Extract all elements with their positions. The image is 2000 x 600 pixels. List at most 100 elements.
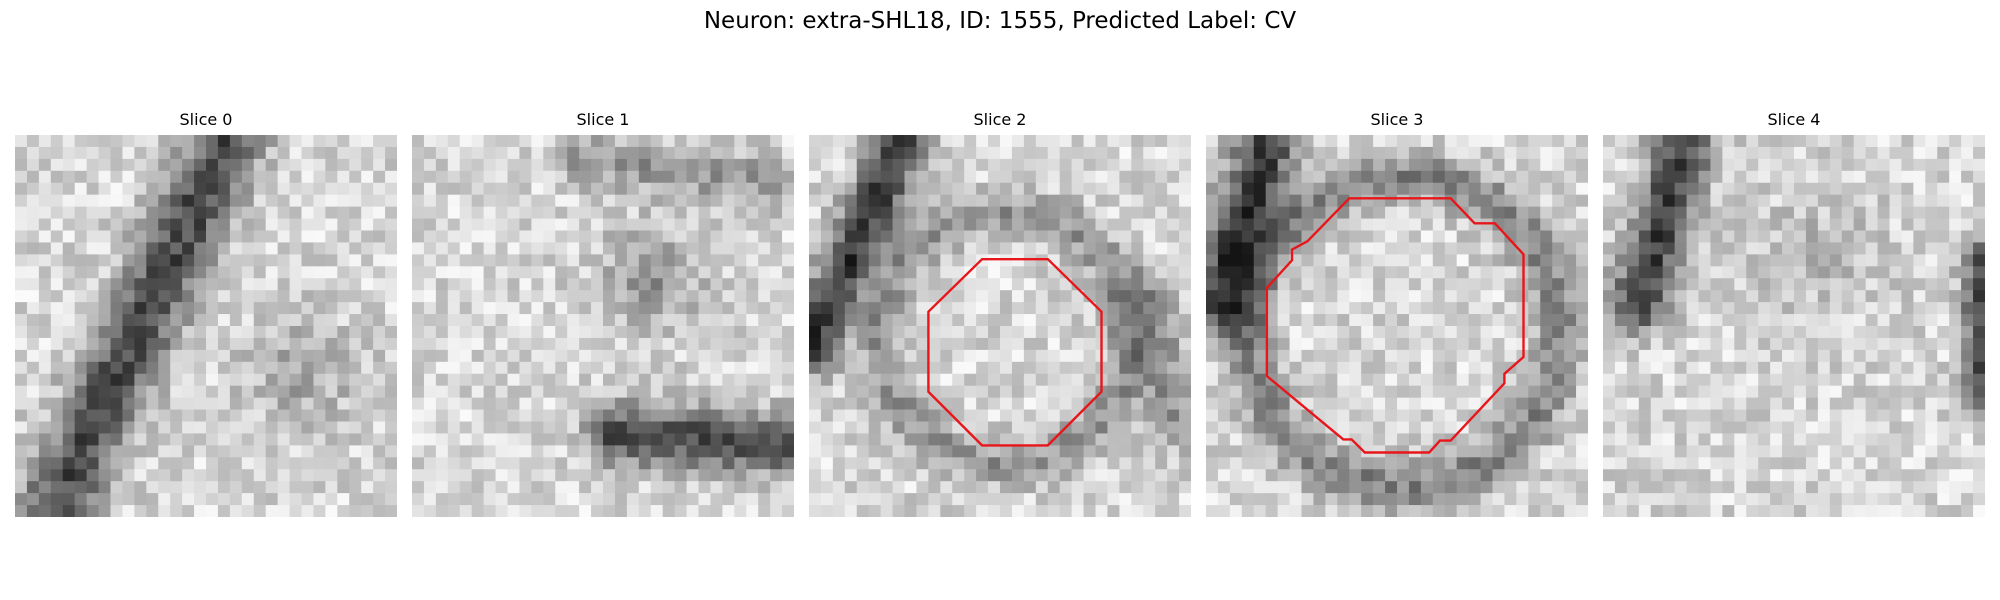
pixel [447,146,461,160]
pixel [62,135,76,148]
pixel [1444,445,1458,458]
pixel [1023,385,1037,399]
pixel [361,135,374,148]
pixel [325,326,338,339]
pixel [50,230,64,243]
pixel [146,397,159,411]
pixel [385,457,397,470]
pixel [868,421,882,434]
pixel [1865,373,1879,387]
pixel [1155,278,1168,291]
pixel [1143,505,1156,517]
pixel [194,361,207,375]
pixel [567,373,580,387]
pixel [122,493,135,506]
pixel [770,182,783,196]
pixel [265,349,279,363]
pixel [782,326,794,339]
pixel [1131,194,1144,208]
pixel [1552,349,1565,363]
pixel [74,433,88,446]
pixel [1059,349,1073,363]
pixel [1564,373,1577,387]
pixel [1698,433,1711,446]
pixel [1456,469,1470,482]
pixel [1540,445,1553,458]
pixel [543,158,556,172]
pixel [86,481,100,494]
pixel [746,290,759,303]
pixel [1444,230,1458,243]
pixel [856,135,870,148]
pixel [1373,409,1386,422]
pixel [86,457,100,470]
pixel [1011,135,1025,148]
pixel [940,290,953,303]
pixel [182,326,195,339]
pixel [122,278,135,291]
pixel [182,493,195,506]
pixel [158,206,171,220]
pixel [1420,421,1434,434]
pixel [277,230,291,243]
pixel [483,433,497,446]
pixel [809,505,822,517]
pixel [241,230,255,243]
pixel [507,421,520,434]
pixel [194,433,207,446]
pixel [1456,230,1470,243]
pixel [122,194,135,208]
pixel [423,397,437,411]
pixel [1119,194,1132,208]
pixel [1937,433,1950,446]
pixel [412,242,425,255]
pixel [1047,135,1061,148]
pixel [868,397,882,411]
pixel [1337,278,1350,291]
pixel [1758,349,1771,363]
pixel [1758,373,1771,387]
pixel [122,469,135,482]
pixel [1155,397,1168,411]
pixel [1167,397,1180,411]
pixel [1614,361,1628,375]
pixel [325,206,338,220]
pixel [447,170,461,184]
pixel [1638,421,1652,434]
pixel [686,337,699,351]
pixel [471,170,485,184]
pixel [734,242,747,255]
pixel [74,349,88,363]
pixel [495,326,508,339]
pixel [567,421,580,434]
pixel [1325,230,1338,243]
pixel [1710,457,1723,470]
pixel [579,505,592,517]
pixel [74,158,88,172]
pixel [1516,457,1529,470]
pixel [1650,230,1664,243]
pixel [1000,135,1013,148]
pixel [856,242,870,255]
pixel [1408,242,1422,255]
pixel [1626,158,1640,172]
pixel [1698,373,1711,387]
pixel [50,278,64,291]
pixel [1805,254,1819,267]
pixel [1504,493,1517,506]
pixel [1626,146,1640,160]
pixel [746,385,759,399]
pixel [1119,457,1132,470]
pixel [626,170,640,184]
pixel [1229,385,1243,399]
pixel [1059,433,1073,446]
pixel [1710,349,1723,363]
pixel [1817,373,1831,387]
pixel [1698,158,1711,172]
pixel [1265,326,1279,339]
pixel [1206,433,1219,446]
pixel [1504,349,1517,363]
pixel [301,469,314,482]
pixel [1373,254,1386,267]
pixel [15,302,28,315]
